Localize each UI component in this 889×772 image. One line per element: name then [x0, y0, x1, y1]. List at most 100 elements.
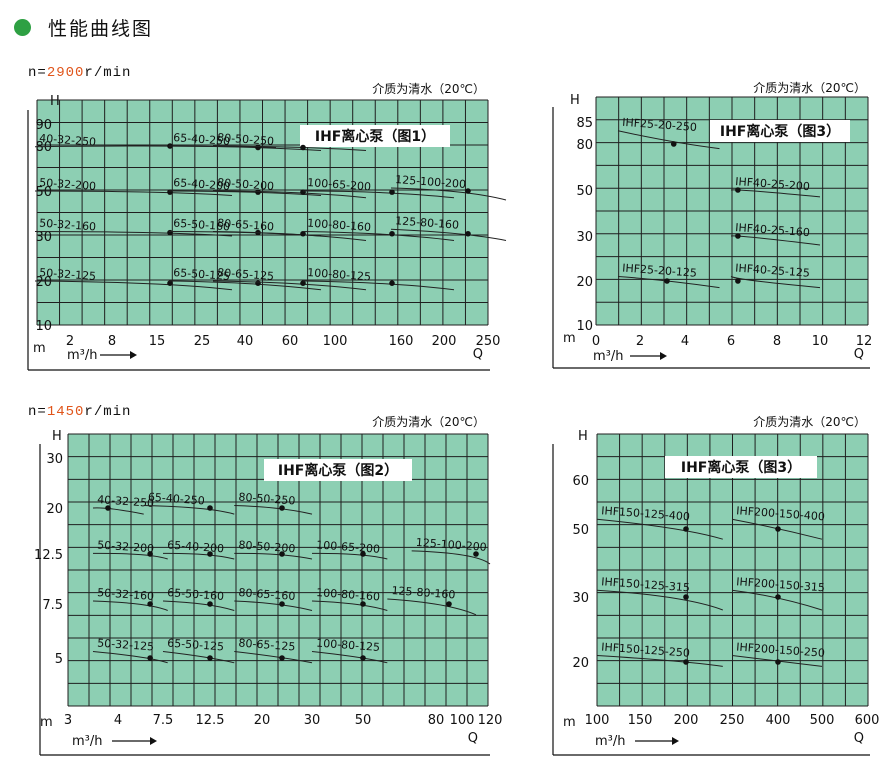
performance-curve: [730, 189, 821, 198]
medium-note: 介质为清水（20℃）: [753, 81, 866, 95]
duty-point: [279, 505, 285, 511]
duty-point: [147, 551, 153, 557]
x-axis-unit: m³/h: [595, 734, 626, 749]
curve-label: 65-40-250: [173, 131, 231, 148]
x-tick-label: 25: [194, 334, 211, 349]
curve-label: 100-80-125: [316, 637, 381, 654]
curve-label: IHF200-150-315: [736, 575, 825, 594]
performance-curve: [387, 598, 477, 616]
y-tick-label: 80: [35, 140, 52, 155]
x-tick-label: 200: [432, 334, 457, 349]
y-tick-label: 60: [572, 474, 589, 489]
x-tick-label: 500: [810, 713, 835, 728]
curve-label: 65-40-250: [148, 491, 206, 508]
curve-label: IHF200-150-400: [736, 504, 825, 523]
x-tick-label: 6: [727, 334, 735, 349]
duty-point: [167, 229, 173, 236]
performance-curve: [92, 651, 168, 664]
x-tick-label: 100: [323, 334, 348, 349]
performance-curve: [390, 228, 507, 241]
y-axis-label: H: [578, 429, 588, 444]
curve-label: 65-40-200: [173, 176, 231, 193]
curve-label: IHF25-20-250: [622, 116, 698, 134]
curve-label: 125-100-200: [395, 173, 467, 191]
rpm-unit: r/min: [84, 65, 132, 81]
duty-point: [465, 188, 471, 194]
x-tick-label: 40: [237, 334, 254, 349]
performance-curve: [596, 589, 723, 611]
curve-label: 50-32-125: [39, 266, 97, 283]
x-axis-label: Q: [854, 731, 864, 746]
chart-title-box: [300, 125, 450, 147]
duty-point: [473, 551, 479, 557]
x-tick-label: 120: [478, 713, 503, 728]
curve-label: 125-80-160: [391, 584, 456, 601]
duty-point: [735, 233, 741, 239]
duty-point: [279, 601, 285, 607]
x-arrow-head: [660, 352, 667, 360]
x-axis-label: Q: [468, 731, 478, 746]
y-tick-label: 30: [46, 452, 63, 467]
performance-curve: [311, 651, 388, 664]
duty-point: [775, 594, 781, 600]
performance-curve: [168, 190, 322, 196]
duty-point: [147, 655, 153, 661]
medium-note: 介质为清水（20℃）: [753, 415, 866, 429]
curve-label: 65-40-200: [167, 538, 225, 555]
performance-curve: [212, 231, 367, 241]
curve-label: IHF40-25-160: [735, 221, 811, 239]
duty-point: [465, 230, 471, 237]
duty-point: [683, 594, 689, 600]
x-tick-label: 400: [766, 713, 791, 728]
performance-curve: [162, 552, 235, 560]
x-tick-label: 200: [674, 713, 699, 728]
curve-label: 125-100-200: [415, 536, 487, 554]
curve-label: IHF200-150-250: [736, 641, 825, 660]
x-tick-label: 8: [773, 334, 781, 349]
performance-curve: [411, 550, 491, 565]
chart-title-box: [264, 459, 412, 481]
curve-label: 50-32-125: [97, 637, 155, 654]
x-tick-label: 30: [304, 713, 321, 728]
curve-label: IHF40-25-200: [735, 175, 811, 193]
x-tick-label: 160: [389, 334, 414, 349]
performance-curve: [730, 235, 821, 246]
y-tick-label: 80: [576, 138, 593, 153]
x-axis-unit: m³/h: [72, 734, 103, 749]
y-tick-label: 12.5: [34, 548, 63, 563]
performance-curve: [92, 507, 144, 515]
x-axis-label: Q: [854, 347, 864, 362]
performance-curve: [168, 280, 322, 291]
curve-label: 80-50-200: [217, 176, 275, 193]
medium-note: 介质为清水（20℃）: [372, 415, 485, 429]
x-tick-label: 80: [428, 713, 445, 728]
duty-point: [147, 601, 153, 607]
curve-label: 80-50-250: [238, 491, 296, 508]
rpm-label-2900: n=2900r/min: [28, 65, 131, 81]
duty-point: [207, 655, 213, 661]
curve-label: 100-80-160: [307, 217, 372, 234]
curve-label: IHF150-125-250: [601, 641, 690, 660]
curve-label: 80-50-250: [217, 131, 275, 148]
duty-point: [255, 189, 261, 195]
y-tick-label: 85: [576, 116, 593, 131]
y-axis-unit: m: [563, 715, 576, 730]
duty-point: [683, 526, 689, 532]
duty-point: [300, 280, 306, 287]
curve-label: 80-65-125: [217, 266, 275, 283]
performance-curve: [162, 651, 235, 664]
curve-label: 125-80-160: [395, 214, 460, 231]
performance-curve: [302, 231, 455, 241]
chart-title: IHF离心泵（图1）: [315, 128, 435, 145]
curve-label: 100-80-125: [307, 266, 372, 283]
y-axis-label: H: [52, 429, 62, 444]
duty-point: [670, 141, 677, 147]
duty-point: [389, 189, 395, 195]
performance-curve: [92, 600, 168, 611]
duty-point: [683, 659, 689, 665]
x-tick-label: 3: [64, 713, 72, 728]
rpm-label-1450: n=1450r/min: [28, 404, 131, 420]
performance-curve: [162, 600, 235, 611]
duty-point: [207, 601, 213, 607]
